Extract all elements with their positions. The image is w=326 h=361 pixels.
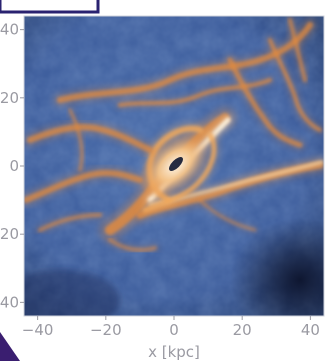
x-tick-label: 40 — [301, 321, 320, 339]
x-tick-label: −20 — [90, 321, 122, 339]
plot-area — [24, 16, 324, 316]
dark-void-region — [230, 218, 324, 316]
y-tick-label: 40 — [0, 293, 19, 311]
filament — [24, 169, 143, 203]
galaxy-center-ring — [169, 157, 183, 171]
y-tick-label: 20 — [0, 225, 19, 243]
filament — [38, 213, 102, 232]
dark-void-region-2 — [24, 270, 120, 316]
x-axis-ticks: −40 −20 0 20 40 — [22, 316, 320, 339]
triangle-fragment — [0, 332, 20, 361]
filament — [108, 238, 157, 252]
filament — [27, 124, 153, 153]
filament — [268, 38, 322, 132]
filament — [57, 22, 313, 103]
frame-fragment — [0, 0, 100, 14]
filament — [227, 57, 303, 148]
y-tick-label: 40 — [0, 21, 19, 39]
y-tick-label: 0 — [9, 157, 19, 175]
x-tick-label: 20 — [233, 321, 252, 339]
y-axis-ticks: 40 20 0 20 40 — [0, 21, 24, 311]
x-axis-label: x [kpc] — [148, 343, 200, 361]
filament — [288, 18, 307, 82]
filament — [198, 198, 257, 232]
x-tick-label: 0 — [169, 321, 179, 339]
filament — [142, 132, 217, 213]
y-tick-label: 20 — [0, 89, 19, 107]
filament — [68, 108, 84, 172]
x-tick-label: −40 — [22, 321, 54, 339]
